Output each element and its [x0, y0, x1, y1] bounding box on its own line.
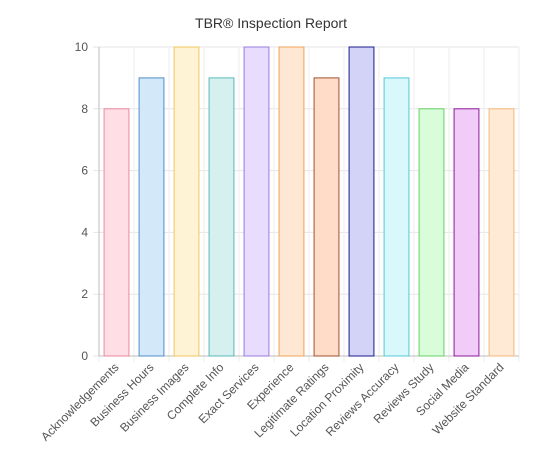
bar-exact-services[interactable] [243, 46, 270, 357]
bar-location-proximity[interactable] [348, 46, 375, 357]
y-tick-label: 0 [81, 349, 88, 363]
bar-reviews-accuracy[interactable] [383, 77, 410, 357]
bar-business-hours[interactable] [138, 77, 165, 357]
bar-reviews-study[interactable] [418, 108, 445, 357]
y-tick-label: 4 [81, 225, 88, 239]
bar-experience[interactable] [278, 46, 305, 357]
y-tick-labels: 0 2 4 6 8 10 [75, 40, 89, 363]
bar-social-media[interactable] [453, 108, 480, 357]
chart-title: TBR® Inspection Report [195, 15, 347, 31]
y-tick-label: 10 [75, 40, 89, 54]
bar-complete-info[interactable] [208, 77, 235, 357]
grid-lines [93, 46, 520, 362]
bar-acknowledgements[interactable] [103, 108, 130, 357]
y-tick-label: 2 [81, 287, 88, 301]
bar-website-standard[interactable] [488, 108, 515, 357]
y-tick-label: 8 [81, 102, 88, 116]
bar-business-images[interactable] [173, 46, 200, 357]
axes [98, 47, 519, 357]
y-tick-label: 6 [81, 164, 88, 178]
bar-legitimate-ratings[interactable] [313, 77, 340, 357]
bars [103, 46, 515, 357]
